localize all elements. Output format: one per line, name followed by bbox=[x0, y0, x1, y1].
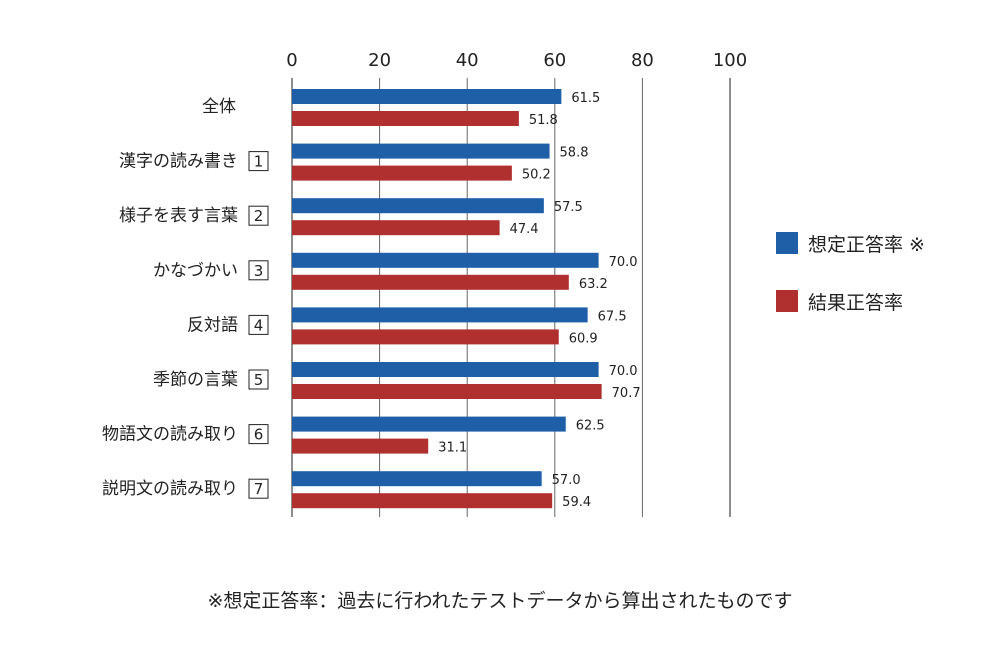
x-tick-label: 20 bbox=[368, 50, 391, 71]
data-label: 62.5 bbox=[576, 419, 605, 434]
data-label: 50.2 bbox=[522, 168, 551, 183]
bar-result bbox=[292, 493, 553, 509]
data-label: 59.4 bbox=[562, 495, 591, 510]
category-number: 6 bbox=[254, 426, 264, 444]
bar-expected bbox=[292, 307, 588, 323]
bar-expected bbox=[292, 89, 562, 104]
category-label: 全体 bbox=[202, 97, 236, 117]
footnote: ※想定正答率：過去に行われたテストデータから算出されたものです bbox=[207, 590, 793, 612]
category-label: 物語文の読み取り bbox=[102, 425, 238, 445]
legend-swatch bbox=[776, 290, 798, 312]
data-label: 70.0 bbox=[609, 255, 638, 270]
category-number-box bbox=[248, 205, 269, 226]
x-axis-ticks: 0 20 40 60 80 100 bbox=[286, 50, 747, 71]
data-label: 57.0 bbox=[552, 473, 581, 488]
x-tick-label: 100 bbox=[713, 50, 747, 71]
legend-swatch bbox=[776, 232, 798, 254]
data-label: 58.8 bbox=[560, 146, 589, 161]
category-number: 4 bbox=[254, 316, 264, 334]
category-number: 5 bbox=[254, 371, 264, 389]
category-label: 反対語 bbox=[187, 315, 238, 335]
bar-expected bbox=[292, 362, 599, 377]
category-number-box bbox=[248, 151, 269, 172]
category-label: 漢字の読み書き bbox=[119, 152, 238, 172]
legend: 想定正答率 ※ 結果正答率 bbox=[776, 232, 925, 314]
category-number: 3 bbox=[254, 262, 264, 280]
category-number: 7 bbox=[254, 480, 264, 498]
data-label: 70.0 bbox=[609, 364, 638, 379]
x-tick-label: 40 bbox=[456, 50, 479, 71]
category-number-box bbox=[248, 260, 269, 281]
category-number: 2 bbox=[254, 207, 264, 225]
data-label: 57.5 bbox=[554, 200, 583, 215]
category-number-box bbox=[248, 369, 269, 390]
data-label: 61.5 bbox=[571, 91, 600, 106]
legend-label: 想定正答率 ※ bbox=[808, 234, 925, 256]
x-tick-label: 80 bbox=[631, 50, 654, 71]
category-number-box bbox=[248, 424, 269, 445]
bar-result bbox=[292, 220, 500, 236]
bar-expected bbox=[292, 471, 542, 487]
category-number: 1 bbox=[254, 153, 264, 171]
data-label: 63.2 bbox=[579, 277, 608, 292]
data-label: 60.9 bbox=[569, 331, 598, 346]
legend-label: 結果正答率 bbox=[808, 292, 903, 314]
bar-result bbox=[292, 111, 519, 126]
data-label: 47.4 bbox=[510, 222, 539, 237]
bar-result bbox=[292, 384, 602, 399]
bar-expected bbox=[292, 416, 566, 432]
category-label: 説明文の読み取り bbox=[102, 479, 238, 499]
x-tick-label: 60 bbox=[543, 50, 566, 71]
bar-expected bbox=[292, 143, 550, 159]
bar-result bbox=[292, 329, 559, 345]
bar-result bbox=[292, 165, 512, 181]
category-label: 様子を表す言葉 bbox=[119, 206, 238, 226]
bar-expected bbox=[292, 252, 599, 268]
bar-expected bbox=[292, 198, 544, 214]
bar-result bbox=[292, 438, 429, 454]
category-label: 季節の言葉 bbox=[153, 370, 238, 390]
category-number-box bbox=[248, 314, 269, 335]
data-label: 70.7 bbox=[612, 386, 641, 401]
data-label: 67.5 bbox=[598, 309, 627, 324]
x-tick-label: 0 bbox=[286, 50, 297, 71]
data-label: 31.1 bbox=[438, 441, 467, 456]
bars: 61.551.858.850.257.547.470.063.267.560.9… bbox=[292, 89, 641, 510]
category-number-box bbox=[248, 478, 269, 499]
data-label: 51.8 bbox=[529, 113, 558, 128]
bar-result bbox=[292, 274, 569, 290]
category-label: かなづかい bbox=[153, 261, 238, 281]
